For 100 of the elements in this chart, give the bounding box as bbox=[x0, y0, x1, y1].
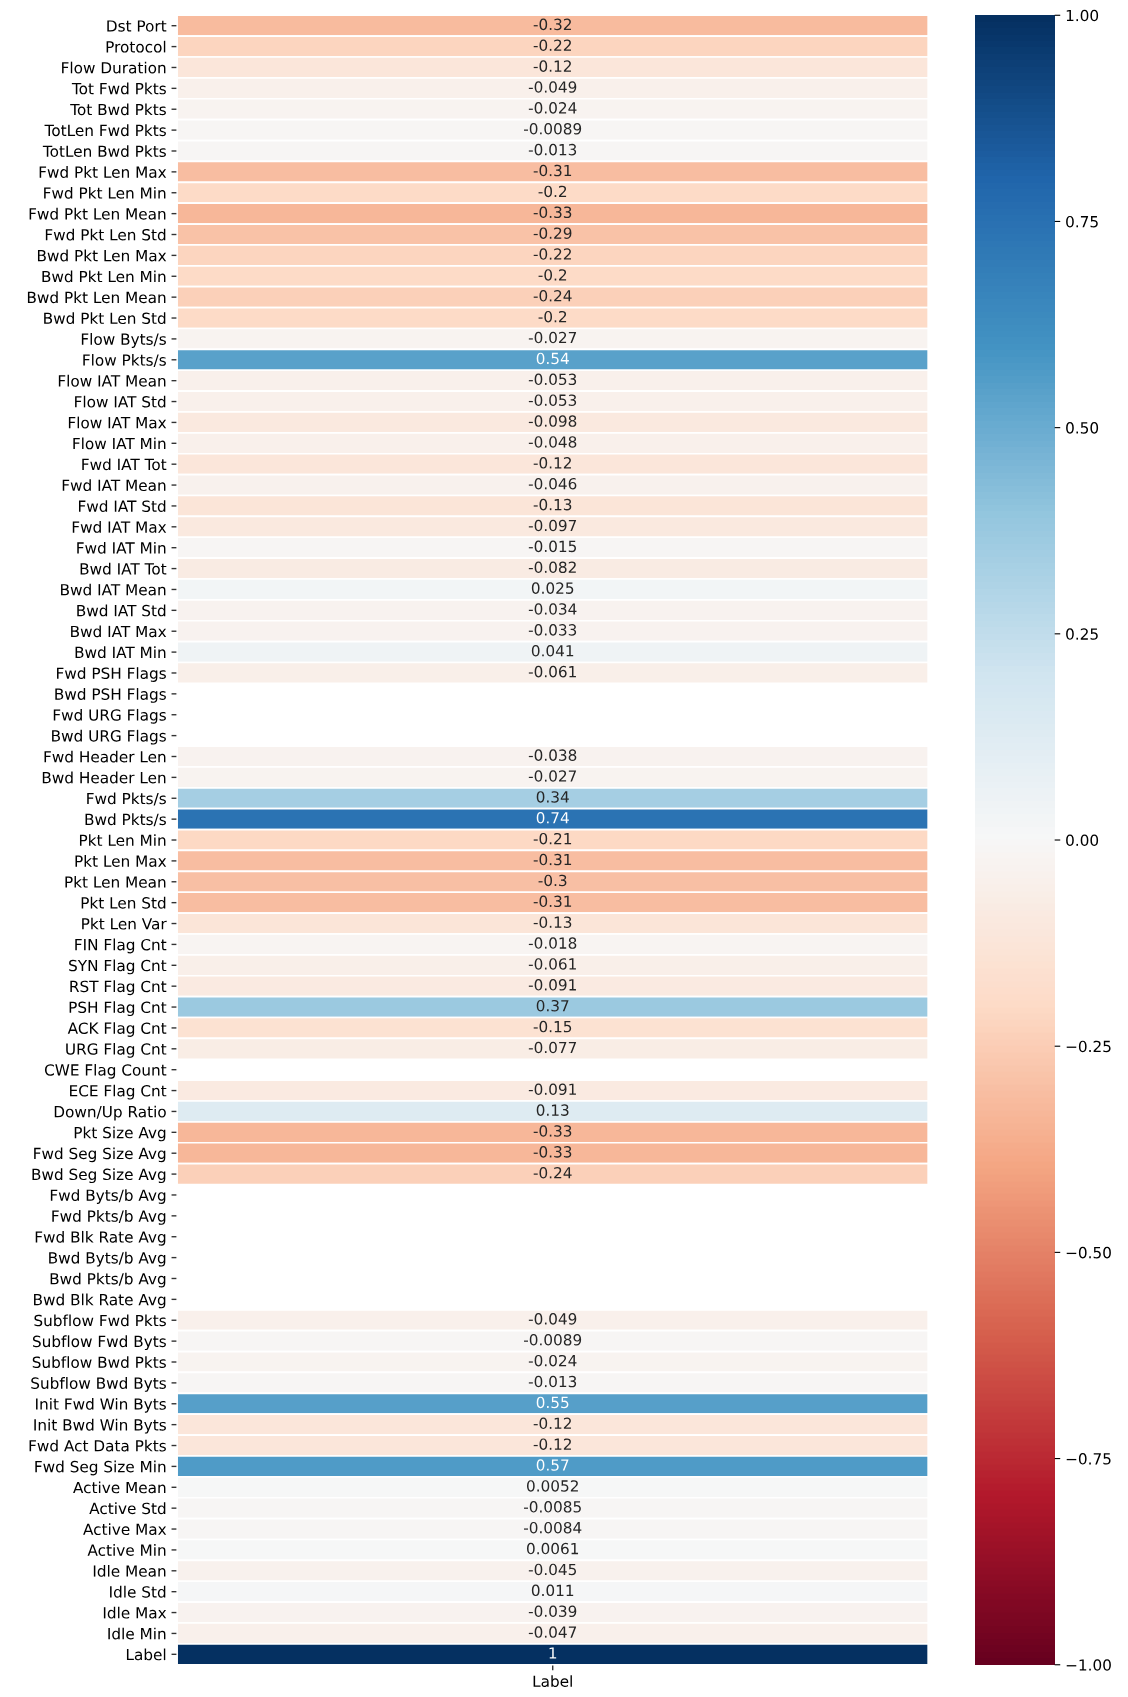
data-label: -0.061 bbox=[528, 958, 576, 970]
y-tick-label: Bwd Seg Size Avg bbox=[32, 1168, 166, 1184]
y-tick-label: Fwd Header Len bbox=[44, 750, 166, 763]
y-tick-label: FIN Flag Cnt bbox=[75, 938, 167, 954]
y-tick-label: Bwd Pkt Len Mean bbox=[27, 291, 166, 304]
y-tick-label: Flow IAT Min bbox=[73, 437, 166, 450]
data-label: -0.12 bbox=[533, 60, 571, 72]
data-label: -0.33 bbox=[533, 1146, 572, 1158]
data-label: -0.24 bbox=[533, 290, 572, 302]
y-tick-label: Bwd IAT Tot bbox=[80, 562, 167, 575]
y-tick-label: Fwd Pkt Len Max bbox=[39, 166, 167, 178]
data-label: -0.097 bbox=[528, 519, 577, 532]
data-label: -0.33 bbox=[533, 206, 572, 219]
data-label: -0.12 bbox=[533, 1438, 571, 1450]
data-label: 0.041 bbox=[531, 644, 574, 657]
data-label: -0.053 bbox=[528, 373, 577, 386]
data-label: -0.22 bbox=[533, 39, 571, 52]
y-tick-label: Active Std bbox=[89, 1502, 166, 1515]
color-bar-label: −0.50 bbox=[1066, 1246, 1111, 1259]
color-bar-label: −0.25 bbox=[1066, 1040, 1111, 1053]
data-label: -0.091 bbox=[528, 979, 576, 991]
y-tick-label: Bwd Blk Rate Avg bbox=[34, 1293, 166, 1309]
data-label: -0.046 bbox=[528, 477, 577, 490]
y-tick-label: Dst Port bbox=[107, 20, 167, 32]
y-tick-label: SYN Flag Cnt bbox=[69, 959, 167, 975]
data-label: -0.013 bbox=[528, 143, 577, 156]
data-label: -0.13 bbox=[533, 916, 572, 928]
data-label: -0.0085 bbox=[523, 1501, 581, 1513]
y-tick-label: Down/Up Ratio bbox=[54, 1105, 166, 1121]
data-label: 0.34 bbox=[536, 791, 569, 803]
data-label: -0.31 bbox=[533, 895, 572, 908]
y-tick-label: Flow Pkts/s bbox=[83, 353, 166, 368]
color-bar-label: 1.00 bbox=[1066, 9, 1099, 22]
y-tick-label: Bwd URG Flags bbox=[52, 729, 166, 745]
y-tick-label: Flow IAT Std bbox=[75, 395, 166, 408]
y-tick-label: Fwd Seg Size Avg bbox=[34, 1147, 166, 1163]
y-tick-label: URG Flag Cnt bbox=[66, 1043, 167, 1058]
data-label: -0.31 bbox=[533, 853, 572, 866]
data-label: -0.053 bbox=[528, 394, 577, 406]
color-bar-label: 0.50 bbox=[1066, 422, 1099, 434]
data-label: 0.011 bbox=[531, 1584, 574, 1597]
y-tick-label: Fwd IAT Max bbox=[72, 521, 167, 533]
data-label: -0.091 bbox=[528, 1083, 576, 1095]
data-label: -0.31 bbox=[533, 164, 572, 177]
y-tick-label: Fwd Pkt Len Min bbox=[44, 186, 166, 199]
y-tick-label: Subflow Bwd Byts bbox=[31, 1377, 166, 1392]
data-label: 0.0061 bbox=[527, 1542, 579, 1555]
data-label: -0.12 bbox=[533, 1417, 571, 1430]
y-tick-label: Pkt Len Var bbox=[82, 917, 167, 930]
data-label: -0.29 bbox=[533, 227, 572, 239]
y-tick-label: Bwd Pkts/s bbox=[85, 813, 166, 827]
data-label: -0.24 bbox=[533, 1166, 572, 1179]
data-label: -0.21 bbox=[533, 832, 572, 845]
data-label: -0.2 bbox=[538, 269, 567, 281]
y-tick-label: Bwd IAT Max bbox=[71, 625, 167, 638]
y-tick-label: Bwd Pkts/b Avg bbox=[50, 1272, 166, 1288]
y-tick-label: Flow Byts/s bbox=[81, 333, 166, 348]
data-label: -0.024 bbox=[528, 1354, 577, 1367]
y-tick-label: RST Flag Cnt bbox=[70, 980, 167, 996]
y-tick-label: TotLen Fwd Pkts bbox=[44, 124, 166, 137]
y-tick-label: Bwd IAT Min bbox=[75, 646, 166, 659]
y-tick-label: Subflow Fwd Pkts bbox=[34, 1314, 166, 1327]
data-label: -0.049 bbox=[528, 1313, 577, 1325]
y-tick-label: TotLen Bwd Pkts bbox=[42, 145, 166, 158]
data-label: -0.32 bbox=[533, 18, 571, 31]
y-tick-label: Fwd Pkts/b Avg bbox=[52, 1210, 166, 1225]
y-tick-label: ACK Flag Cnt bbox=[67, 1022, 167, 1037]
y-tick-label: Fwd Byts/b Avg bbox=[50, 1189, 166, 1204]
y-tick-label: Fwd Pkts/s bbox=[87, 792, 166, 806]
y-tick-label: Bwd Byts/b Avg bbox=[49, 1251, 166, 1267]
y-tick-label: Init Fwd Win Byts bbox=[36, 1397, 166, 1413]
y-tick-label: Bwd Pkt Len Max bbox=[37, 249, 167, 262]
data-label: 0.54 bbox=[536, 352, 569, 365]
data-label: -0.013 bbox=[528, 1375, 577, 1388]
y-tick-label: Subflow Bwd Pkts bbox=[32, 1356, 166, 1369]
data-label: -0.027 bbox=[528, 331, 577, 344]
data-label: -0.098 bbox=[528, 415, 577, 427]
data-label: -0.045 bbox=[528, 1563, 577, 1576]
y-tick-label: CWE Flag Count bbox=[44, 1063, 167, 1079]
y-tick-label: Tot Fwd Pkts bbox=[71, 82, 166, 95]
data-label: -0.027 bbox=[528, 770, 577, 782]
data-label: 0.0052 bbox=[527, 1480, 578, 1492]
color-bar-label: −1.00 bbox=[1066, 1659, 1111, 1671]
y-tick-label: Fwd IAT Tot bbox=[82, 458, 167, 471]
y-tick-label: Fwd Blk Rate Avg bbox=[35, 1230, 166, 1246]
data-label: 0.55 bbox=[536, 1396, 569, 1409]
y-tick-label: Pkt Len Min bbox=[79, 834, 166, 847]
y-tick-label: Protocol bbox=[106, 40, 166, 53]
data-label: -0.2 bbox=[538, 185, 567, 198]
y-tick-label: Fwd Seg Size Min bbox=[35, 1460, 166, 1476]
y-tick-label: Flow IAT Mean bbox=[58, 374, 166, 387]
y-tick-label: Fwd URG Flags bbox=[53, 708, 166, 724]
data-label: -0.0084 bbox=[523, 1521, 582, 1534]
data-label: -0.048 bbox=[528, 436, 577, 448]
data-label: -0.33 bbox=[533, 1125, 572, 1137]
y-tick-label: Idle Min bbox=[108, 1627, 166, 1640]
data-label: 0.13 bbox=[536, 1104, 569, 1116]
data-label: 0.025 bbox=[531, 582, 574, 594]
y-tick-label: Pkt Len Mean bbox=[65, 875, 166, 888]
data-label: 0.57 bbox=[536, 1459, 569, 1471]
